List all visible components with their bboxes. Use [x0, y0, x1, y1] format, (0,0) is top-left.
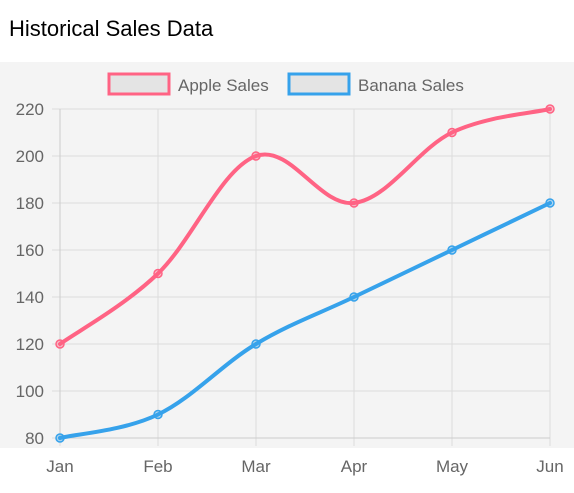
banana-sales-point[interactable] [251, 339, 261, 349]
x-tick-label: Feb [143, 457, 172, 476]
grid-lines [52, 108, 551, 446]
axes [59, 109, 550, 439]
banana-sales-point[interactable] [545, 198, 555, 208]
apple-sales-line [58, 107, 552, 346]
apple-sales-point[interactable] [349, 198, 359, 208]
y-tick-label: 100 [16, 382, 44, 401]
banana-sales-point[interactable] [153, 409, 163, 420]
legend[interactable]: Apple Sales Banana Sales [107, 72, 464, 96]
y-tick-label: 200 [16, 147, 44, 166]
apple-sales-point[interactable] [55, 339, 65, 349]
chart-title: Historical Sales Data [9, 16, 214, 41]
legend-swatch [107, 72, 171, 96]
y-tick-label: 180 [16, 194, 44, 213]
legend-swatch [287, 72, 351, 96]
chart-background [0, 62, 574, 448]
y-tick-label: 160 [16, 241, 44, 260]
x-tick-label: Jan [46, 457, 73, 476]
y-axis-ticks: 80 100 120 140 160 180 200 220 [16, 100, 44, 448]
series-apple-sales [55, 104, 555, 349]
series-banana-sales [55, 198, 555, 443]
x-tick-label: Jun [536, 457, 563, 476]
y-tick-label: 80 [25, 429, 44, 448]
y-tick-label: 140 [16, 288, 44, 307]
banana-sales-line [58, 201, 552, 440]
x-tick-label: May [436, 457, 469, 476]
banana-sales-point[interactable] [55, 433, 65, 443]
y-tick-label: 120 [16, 335, 44, 354]
apple-sales-point[interactable] [447, 127, 457, 138]
banana-sales-point[interactable] [349, 292, 359, 302]
banana-sales-point[interactable] [447, 245, 457, 255]
legend-label: Banana Sales [358, 76, 464, 95]
legend-item-apple-sales[interactable]: Apple Sales [107, 72, 269, 96]
apple-sales-point[interactable] [545, 104, 555, 114]
x-tick-label: Mar [241, 457, 271, 476]
apple-sales-point[interactable] [153, 268, 163, 279]
series-layer [55, 104, 555, 443]
legend-item-banana-sales[interactable]: Banana Sales [287, 72, 464, 96]
x-tick-label: Apr [341, 457, 368, 476]
x-axis-ticks: Jan Feb Mar Apr May Jun [46, 457, 563, 476]
apple-sales-point[interactable] [251, 151, 261, 161]
legend-label: Apple Sales [178, 76, 269, 95]
y-tick-label: 220 [16, 100, 44, 119]
